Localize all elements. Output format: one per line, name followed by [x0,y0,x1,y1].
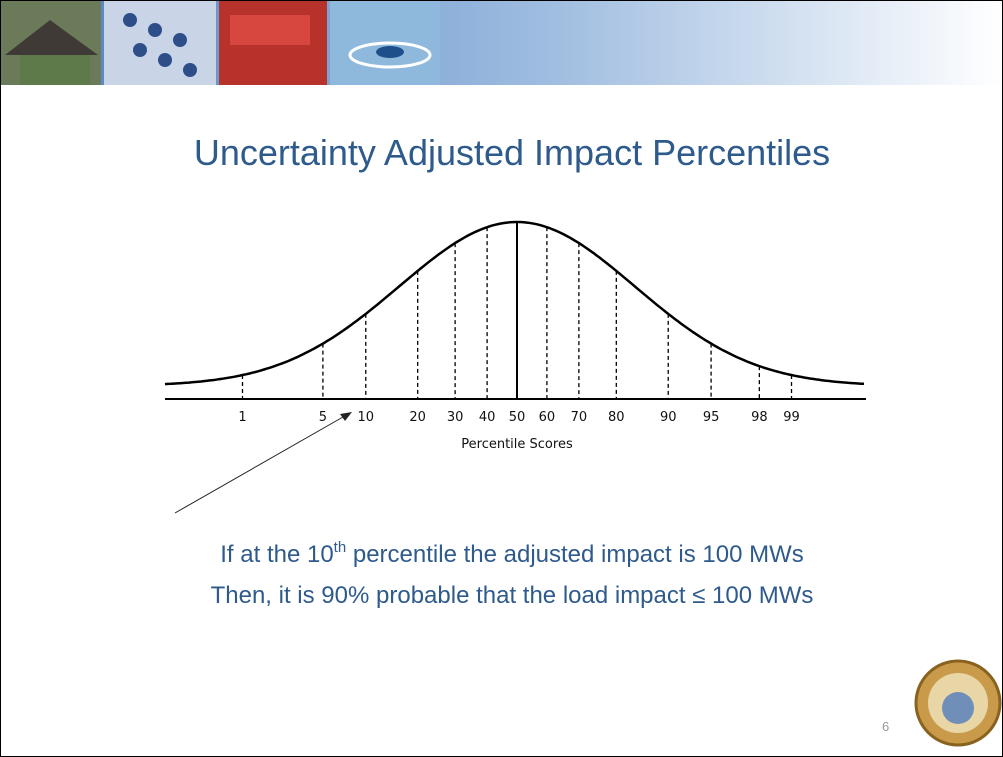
tick-label: 30 [447,410,464,425]
tick-label: 40 [479,410,496,425]
superscript: th [334,539,347,556]
tick-label: 70 [571,410,588,425]
tick-label: 99 [783,410,800,425]
tick-label: 90 [660,410,677,425]
header-banner [1,1,1002,85]
tick-label: 50 [509,410,526,425]
tick-label: 80 [608,410,625,425]
tick-label: 98 [751,410,768,425]
slide-frame [1,1,1003,757]
tick-label: 60 [539,410,556,425]
axis-label: Percentile Scores [461,437,573,452]
tick-label: 1 [238,410,246,425]
caption-line-1: If at the 10th percentile the adjusted i… [220,539,803,568]
slide: Uncertainty Adjusted Impact Percentiles … [0,0,1003,757]
tick-label: 20 [409,410,426,425]
slide-title: Uncertainty Adjusted Impact Percentiles [194,132,830,173]
tick-label: 95 [703,410,720,425]
caption-line-2: Then, it is 90% probable that the load i… [211,582,814,609]
tick-label: 10 [358,410,375,425]
tick-label: 5 [319,410,327,425]
caption-text: If at the 10 [220,541,333,568]
page-number: 6 [882,719,889,734]
caption-text: percentile the adjusted impact is 100 MW… [346,541,804,568]
seal-logo [916,661,1000,745]
